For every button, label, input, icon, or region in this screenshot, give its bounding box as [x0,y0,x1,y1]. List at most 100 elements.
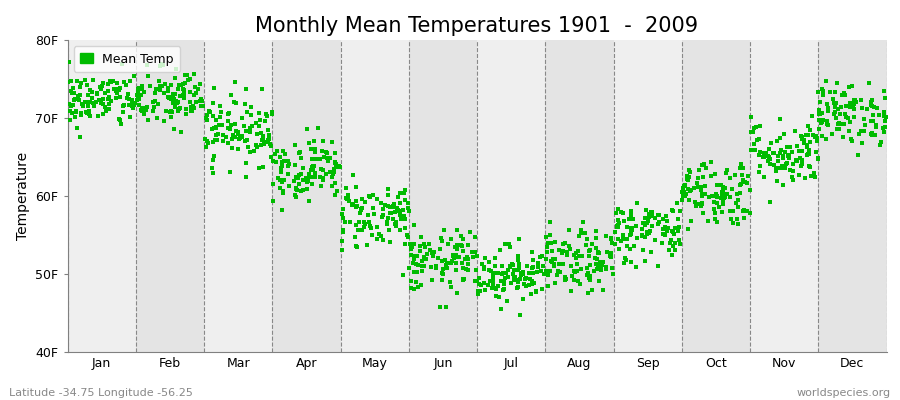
Point [425,277,439,283]
Point [96,101,111,107]
Point [127,73,141,79]
Point [760,158,775,164]
Point [255,86,269,92]
Point [245,122,259,129]
Point [135,107,149,114]
Point [455,277,470,283]
Point [619,256,634,263]
Point [656,226,670,232]
Point [748,147,762,153]
Point [277,158,292,164]
Point [314,148,328,154]
Point [274,162,289,169]
Point [85,94,99,101]
Point [803,126,817,133]
Point [316,138,330,144]
Point [143,83,157,89]
Point [362,219,376,226]
Point [243,124,257,131]
Point [350,203,365,209]
Point [168,75,183,81]
Point [797,175,812,181]
Point [451,254,465,260]
Point [640,229,654,235]
Point [471,288,485,294]
Point [85,89,99,96]
Point [251,165,266,171]
Point [611,224,625,230]
Point [308,174,322,180]
Point [335,238,349,244]
Point [590,262,605,268]
Point [591,250,606,256]
Point [694,184,708,190]
Point [414,282,428,288]
Point [81,102,95,109]
Point [176,92,191,98]
Point [403,278,418,285]
Point [679,191,693,198]
Point [525,281,539,287]
Point [553,269,567,276]
Point [508,274,522,280]
Point [112,84,127,91]
Point [406,260,420,266]
Point [101,88,115,94]
Point [302,198,316,204]
Point [741,180,755,186]
Point [366,192,381,198]
Point [297,176,311,183]
Point [396,272,410,278]
Point [327,168,341,175]
Point [539,249,554,255]
Point [431,255,446,262]
Bar [818,40,886,352]
Point [692,166,706,173]
Point [289,194,303,201]
Point [866,118,880,124]
Point [710,192,724,199]
Point [343,219,357,225]
Point [625,225,639,231]
Point [511,284,526,290]
Point [398,215,412,222]
Point [109,95,123,101]
Point [841,115,855,121]
Point [74,80,88,86]
Point [79,82,94,89]
Point [400,233,415,240]
Point [636,247,651,253]
Point [740,208,754,214]
Point [468,249,482,256]
Point [205,164,220,171]
Point [522,270,536,276]
Point [643,227,657,234]
Point [525,278,539,284]
Point [111,90,125,96]
Point [706,206,721,212]
Point [491,270,506,276]
Point [328,180,342,186]
Point [412,243,427,249]
Point [327,168,341,174]
Point [528,289,543,295]
Point [526,248,540,255]
Point [249,142,264,148]
Point [723,175,737,181]
Point [662,247,676,253]
Point [168,66,183,72]
Point [107,86,122,92]
Point [864,130,878,136]
Point [815,118,830,125]
Point [115,61,130,68]
Point [800,132,814,138]
Point [140,117,155,124]
Point [670,200,685,206]
Point [658,232,672,238]
Point [560,248,574,255]
Point [680,176,694,182]
Point [306,167,320,173]
Point [209,117,223,124]
Point [398,224,412,231]
Point [788,128,802,134]
